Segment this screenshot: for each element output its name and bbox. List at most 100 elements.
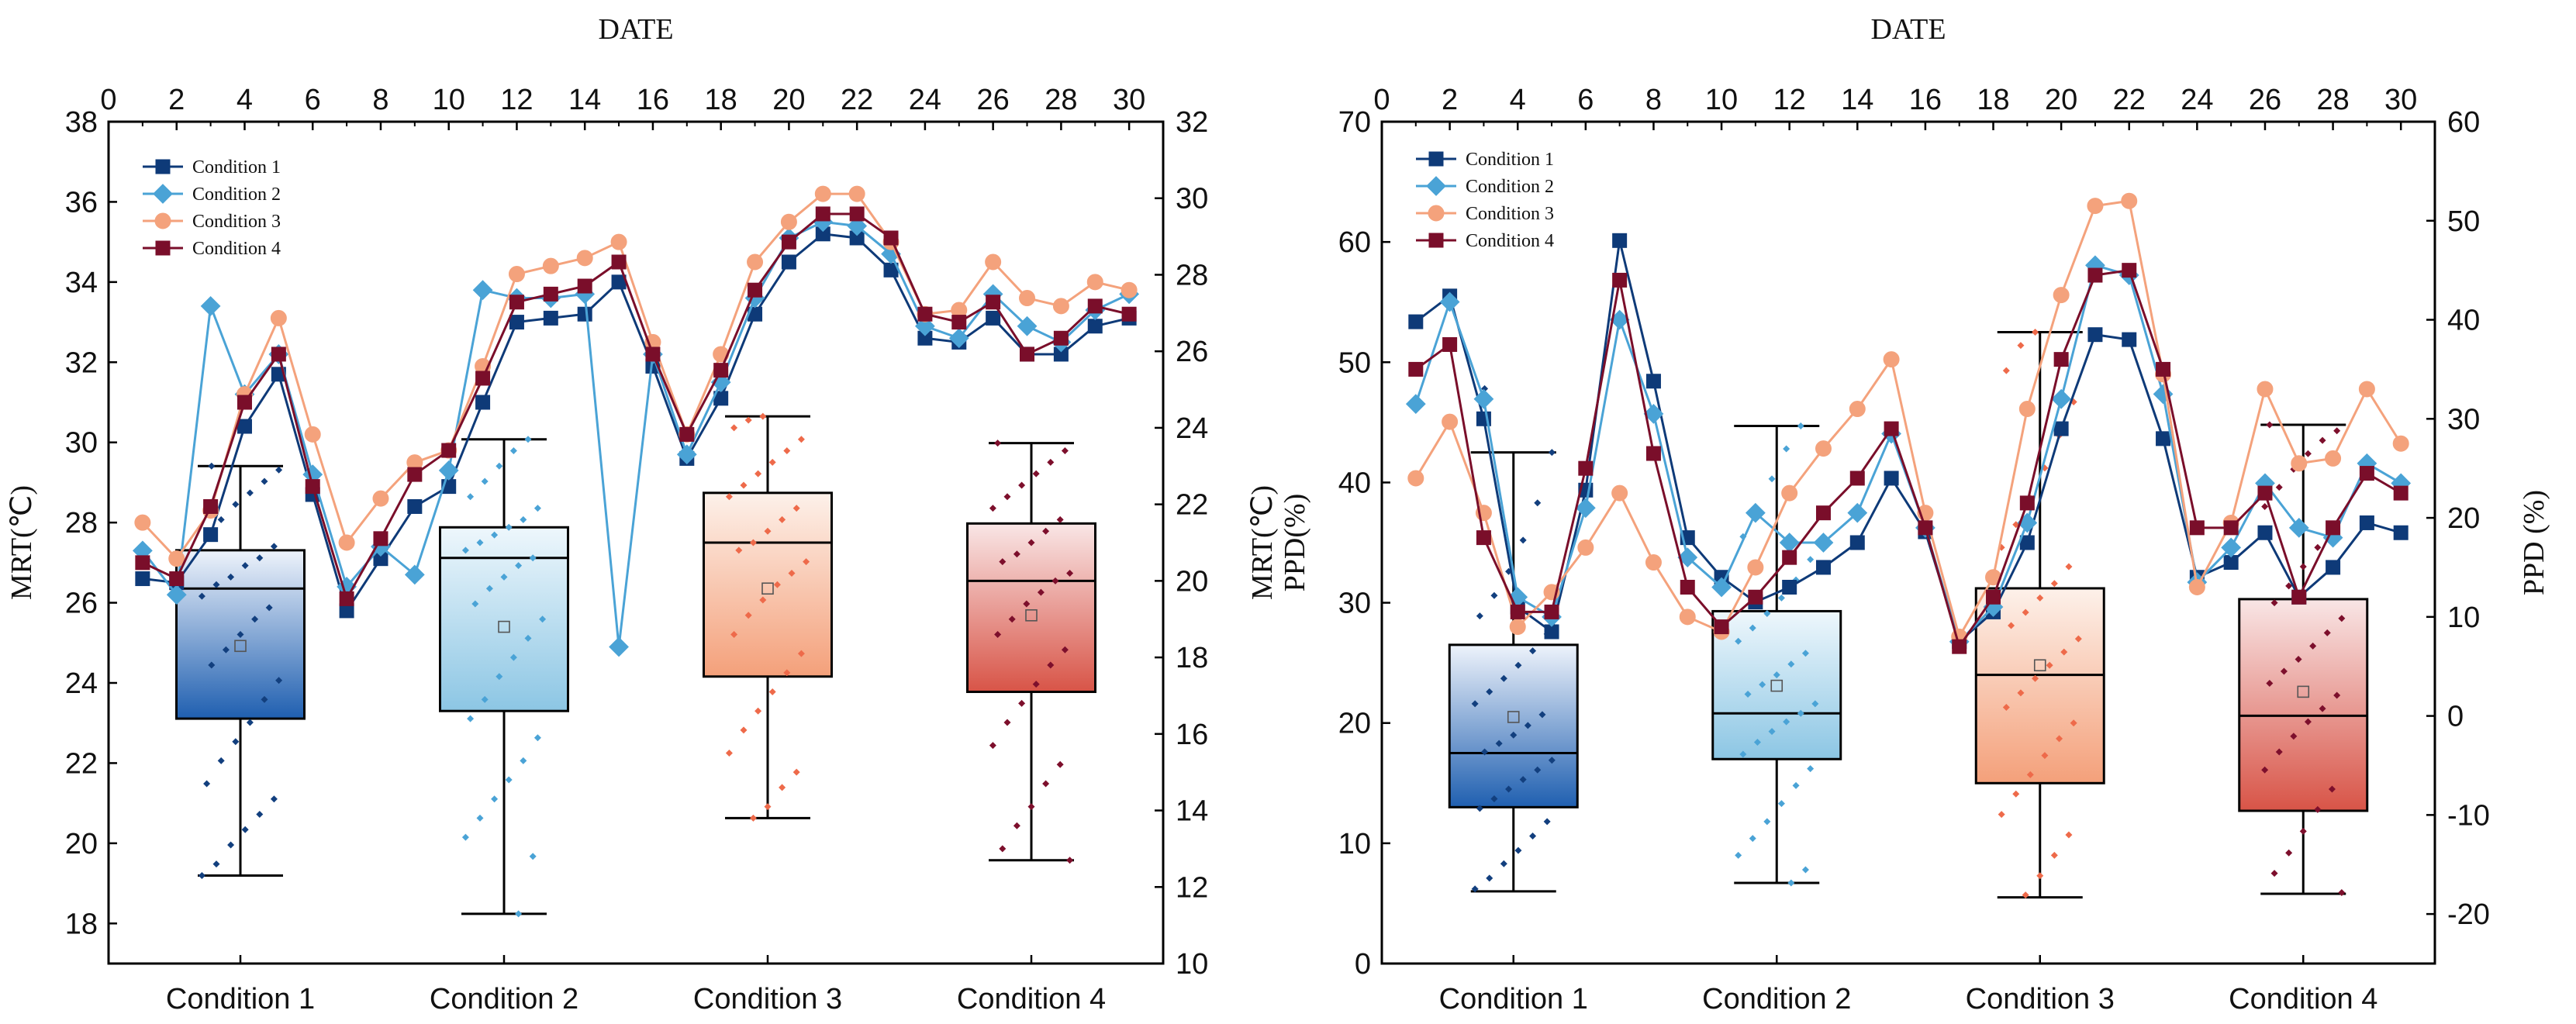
ppd-box-data-point: [2017, 342, 2025, 350]
mrt-series-point: [986, 295, 1001, 310]
ppd-left-y-tick-label: 40: [1338, 467, 1371, 499]
mrt-box-data-point: [461, 833, 469, 841]
ppd-box-data-point: [2041, 752, 2049, 760]
ppd-box-data-point: [1811, 700, 1819, 708]
mrt-box-data-point: [467, 493, 475, 501]
mrt-left-y-tick-label: 38: [65, 106, 98, 139]
mrt-box-data-point: [792, 505, 800, 512]
ppd-box-data-point: [1749, 835, 1756, 843]
ppd-top-x-tick-label: 24: [2181, 84, 2213, 116]
mrt-box-data-point: [1018, 699, 1026, 707]
ppd-box-data-point: [1759, 681, 1766, 688]
ppd-category-label-3: Condition 3: [1966, 983, 2115, 1015]
ppd-box-data-point: [2333, 427, 2341, 435]
mrt-series-point: [166, 584, 187, 605]
mrt-series-point: [441, 443, 457, 458]
ppd-box-mean-marker: [1507, 711, 1520, 723]
ppd-series-point: [1745, 502, 1766, 523]
ppd-box-data-point: [2290, 733, 2298, 740]
mrt-box-data-point: [754, 707, 762, 715]
mrt-box-data-point: [529, 554, 537, 562]
mrt-left-y-axis-title: MRT(℃): [5, 485, 38, 600]
ppd-series-point: [2288, 517, 2309, 538]
ppd-series-point: [1612, 233, 1628, 248]
mrt-box-data-point: [476, 814, 484, 822]
ppd-series-point: [2122, 332, 2137, 347]
ppd-series-point: [2291, 589, 2307, 605]
mrt-box-data-point: [1056, 760, 1064, 768]
ppd-box-condition-3: [1974, 329, 2105, 899]
mrt-series-point: [542, 257, 559, 274]
mrt-box-data-point: [524, 634, 532, 642]
mrt-series-point: [1052, 298, 1069, 315]
mrt-series-point: [1121, 281, 1138, 298]
mrt-series-point: [713, 363, 729, 378]
mrt-top-x-tick-label: 6: [305, 84, 321, 116]
mrt-box-mean-marker: [761, 582, 774, 595]
ppd-top-x-tick-label: 22: [2113, 84, 2146, 116]
mrt-legend: Condition 1 Condition 2 Condition 3 Conditi…: [143, 157, 281, 259]
mrt-series-point: [203, 498, 219, 514]
ppd-box-data-point: [1519, 536, 1527, 544]
ppd-series-point: [1714, 619, 1729, 635]
mrt-series-point: [611, 254, 627, 270]
mrt-box-data-point: [803, 558, 810, 566]
ppd-box-data-point: [1524, 722, 1531, 729]
mrt-series-point: [407, 467, 423, 482]
mrt-series-point: [168, 550, 185, 567]
mrt-series-point: [915, 315, 935, 336]
mrt-box-data-point: [768, 688, 776, 696]
mrt-box-data-point: [265, 604, 273, 612]
ppd-box-data-point: [1514, 661, 1522, 669]
ppd-box-data-point: [1777, 594, 1785, 602]
mrt-box-data-point: [481, 695, 489, 703]
ppd-series-point: [1510, 604, 1525, 619]
mrt-chart-panel: 0 2 4 6 8 10 12 14 16 18 20 22 24 26 28 30DATE182022242…: [5, 13, 1279, 1015]
ppd-series-point: [2053, 287, 2070, 304]
mrt-series-point: [1087, 319, 1103, 334]
mrt-legend-item-condition-4: Condition 4: [143, 239, 281, 259]
mrt-box-data-point: [1042, 780, 1050, 788]
ppd-series-point: [1612, 272, 1628, 288]
mrt-left-y-tick-label: 34: [65, 267, 98, 299]
ppd-series-line: [1414, 199, 2402, 640]
ppd-right-y-tick-label: 40: [2447, 305, 2480, 337]
mrt-box-data-point: [232, 501, 240, 509]
ppd-series-point: [1544, 604, 1559, 619]
ppd-right-y-tick-label: 10: [2447, 602, 2480, 634]
mrt-box-data-point: [797, 436, 805, 443]
ppd-series-point: [1645, 446, 1661, 461]
mrt-right-y-tick-label: 30: [1176, 183, 1208, 215]
mrt-box-data-point: [212, 581, 220, 588]
ppd-series-point: [2393, 485, 2409, 501]
ppd-top-x-tick-label: 14: [1841, 84, 1873, 116]
ppd-box-data-point: [1749, 624, 1756, 632]
ppd-box-data-point: [1792, 781, 1800, 789]
ppd-series-point: [1677, 547, 1698, 568]
ppd-series-point: [2359, 466, 2374, 481]
ppd-box-data-point: [2050, 851, 2058, 859]
mrt-box-data-point: [471, 600, 479, 608]
ppd-series-point: [1408, 361, 1424, 377]
mrt-series-point: [676, 444, 697, 465]
ppd-series-condition-4: [1408, 263, 2409, 654]
mrt-box-data-point: [768, 458, 776, 466]
mrt-legend-item-condition-1: Condition 1: [143, 157, 281, 178]
ppd-box-data-point: [1548, 449, 1556, 457]
ppd-box-data-point: [1495, 740, 1503, 747]
ppd-box-data-point: [2022, 609, 2029, 616]
mrt-top-x-tick-label: 8: [372, 84, 388, 116]
mrt-box-iqr: [966, 522, 1096, 694]
mrt-series-point: [849, 206, 865, 222]
mrt-series-point: [814, 185, 831, 202]
mrt-box-data-point: [534, 505, 541, 512]
ppd-box-data-point: [2304, 450, 2312, 457]
ppd-right-y-axis: -20 -10 0 10 20 30 40 50 60 PPD (%): [2426, 106, 2550, 931]
mrt-series-point: [1020, 347, 1035, 362]
mrt-series-point: [815, 206, 830, 222]
ppd-box-data-point: [2008, 622, 2015, 629]
ppd-series-point: [2188, 578, 2205, 595]
mrt-box-data-point: [725, 750, 733, 757]
ppd-legend-item-condition-4: Condition 4: [1416, 231, 1554, 251]
ppd-box-data-point: [1500, 860, 1507, 867]
